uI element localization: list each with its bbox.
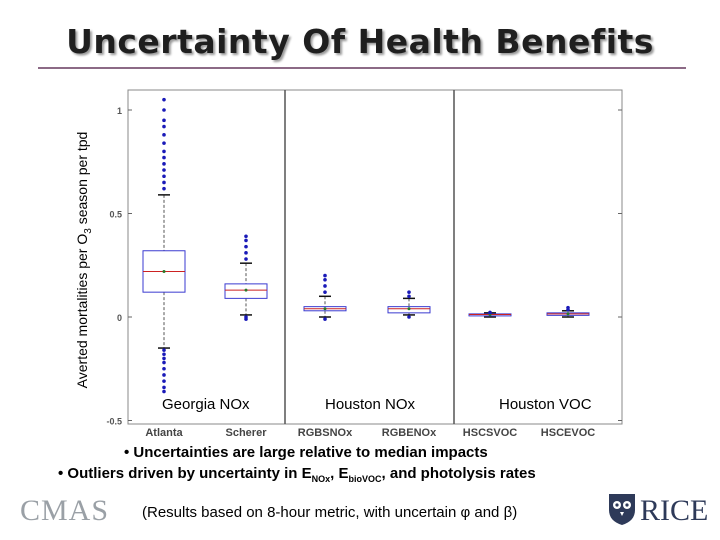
box-atlanta-outlier: [162, 97, 166, 102]
category-label-hscsvoc: HSCSVOC: [463, 427, 517, 439]
box-scherer-outlier: [244, 234, 248, 239]
box-hscevoc-mean-marker: [566, 312, 570, 316]
box-scherer-outlier: [244, 238, 248, 243]
box-atlanta-outlier: [162, 348, 166, 352]
y-tick-label: -0.5: [106, 417, 122, 427]
box-atlanta-outlier: [162, 366, 166, 371]
box-scherer-mean-marker: [244, 288, 248, 292]
box-atlanta-outlier: [162, 108, 166, 112]
box-atlanta-outlier: [162, 149, 166, 154]
y-tick-label: 0: [117, 313, 122, 323]
title-divider: [38, 67, 686, 69]
box-atlanta-outlier: [162, 352, 166, 357]
box-atlanta-outlier: [162, 186, 166, 191]
rice-logo: RICE: [640, 494, 709, 527]
box-atlanta-outlier: [162, 180, 166, 185]
box-atlanta-mean-marker: [162, 269, 166, 273]
box-atlanta-outlier: [162, 133, 166, 137]
box-rgbenox-outlier: [407, 290, 411, 294]
bullet-uncertainties: • Uncertainties are large relative to me…: [124, 444, 488, 461]
box-rgbenox-mean-marker: [407, 307, 411, 311]
box-rgbsnox-outlier: [323, 273, 327, 278]
category-label-atlanta: Atlanta: [145, 427, 183, 439]
box-atlanta-outlier: [162, 356, 166, 361]
bullet-outliers-mid: , E: [330, 465, 349, 482]
box-atlanta-outlier: [162, 360, 166, 365]
results-note: (Results based on 8-hour metric, with un…: [142, 504, 518, 521]
box-atlanta-outlier: [162, 168, 166, 172]
box-atlanta-outlier: [162, 162, 166, 166]
box-scherer-outlier: [244, 257, 248, 261]
box-atlanta-outlier: [162, 174, 166, 179]
box-scherer-outlier: [244, 315, 248, 319]
box-scherer-outlier: [244, 244, 248, 249]
box-rgbsnox-outlier: [323, 290, 327, 294]
box-atlanta-outlier: [162, 385, 166, 390]
box-rgbsnox-mean-marker: [323, 307, 327, 311]
y-tick-label: 1: [117, 106, 122, 116]
bullet-outliers-pre: • Outliers driven by uncertainty in E: [58, 465, 312, 482]
box-rgbsnox-outlier: [323, 317, 327, 321]
box-atlanta-outlier: [162, 124, 166, 129]
cmas-logo: CMAS: [20, 494, 110, 527]
box-rgbsnox-outlier: [323, 284, 327, 288]
box-atlanta-outlier: [162, 118, 166, 123]
group-label-georgia-nox: Georgia NOx: [162, 396, 250, 413]
category-label-scherer: Scherer: [226, 427, 268, 439]
y-tick-label: 0.5: [109, 210, 122, 220]
category-label-rgbsnox: RGBSNOx: [298, 427, 353, 439]
box-rgbenox-outlier: [407, 294, 411, 299]
box-atlanta-outlier: [162, 379, 166, 383]
box-rgbenox-outlier: [407, 315, 411, 319]
category-label-rgbenox: RGBENOx: [382, 427, 437, 439]
slide-title: Uncertainty Of Health Benefits: [66, 22, 654, 61]
box-rgbsnox-outlier: [323, 277, 327, 282]
box-atlanta-outlier: [162, 141, 166, 145]
bullet-outliers: • Outliers driven by uncertainty in ENOx…: [58, 465, 536, 484]
box-hscevoc-outlier: [566, 305, 570, 310]
box-atlanta-outlier: [162, 373, 166, 377]
bullet-outliers-sub-nox: NOx: [311, 474, 331, 484]
rice-owl-shield-icon: [609, 494, 635, 525]
group-label-houston-nox: Houston NOx: [325, 396, 416, 413]
plot-frame: [127, 89, 623, 425]
box-atlanta-outlier: [162, 389, 166, 394]
category-label-hscevoc: HSCEVOC: [541, 427, 595, 439]
bullet-outliers-post: , and photolysis rates: [381, 465, 536, 482]
bullet-outliers-sub-biovoc: bioVOC: [348, 474, 382, 484]
group-label-houston-voc: Houston VOC: [499, 396, 592, 413]
box-hscsvoc-outlier: [488, 310, 492, 315]
box-atlanta-outlier: [162, 155, 166, 160]
box-scherer-outlier: [244, 251, 248, 255]
